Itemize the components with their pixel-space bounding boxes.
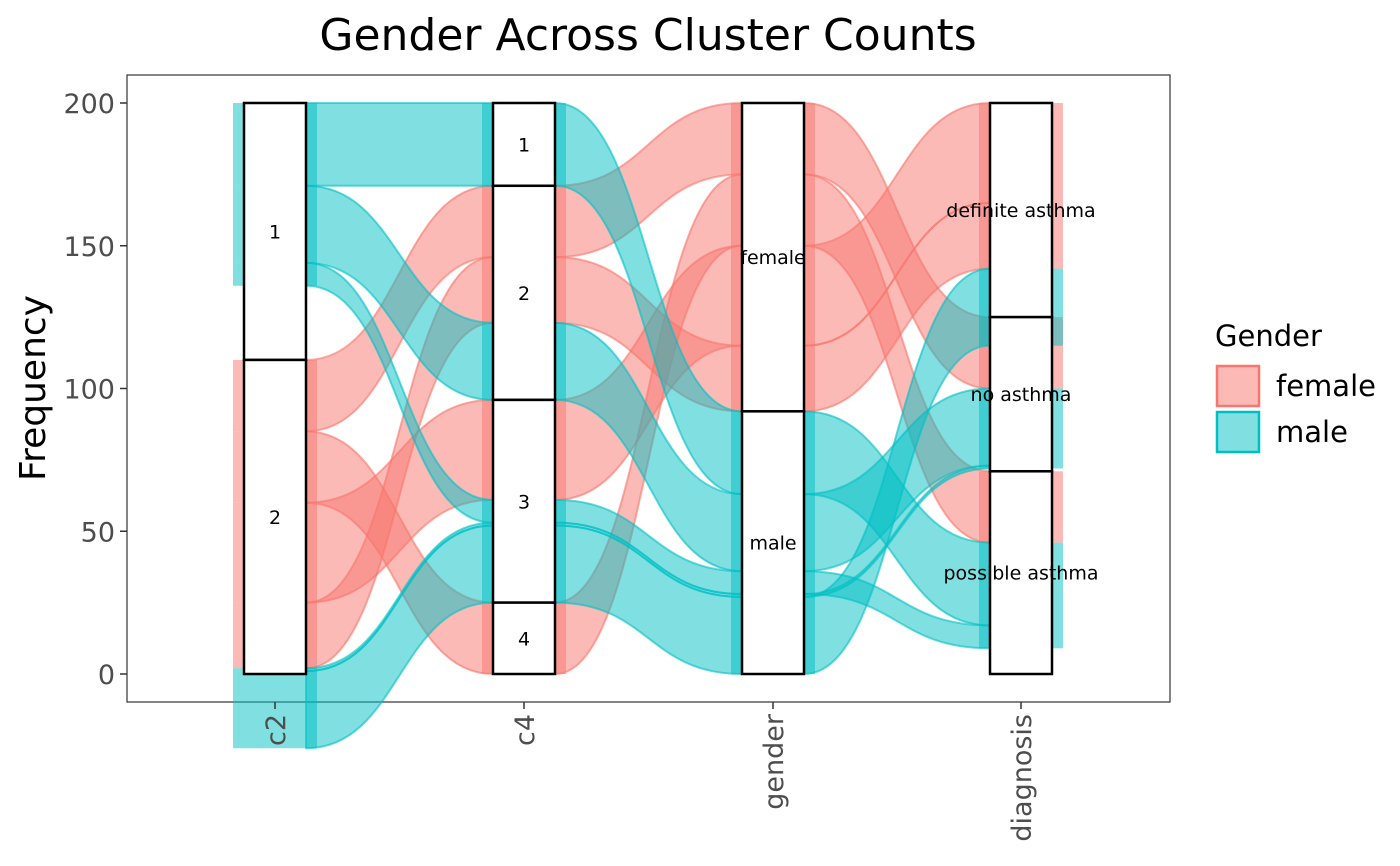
legend-swatch-male [1215, 410, 1261, 454]
x-tick-label: gender [759, 713, 790, 810]
stratum-label: female [740, 247, 806, 269]
stratum-box [988, 470, 1054, 676]
x-tick-label: c2 [261, 714, 292, 746]
lode-male [233, 671, 317, 749]
legend-title: Gender [1215, 319, 1322, 353]
legend-label-male: male [1276, 415, 1348, 449]
stratum-label: 1 [518, 134, 530, 156]
y-axis: 0 50 100 150 200 [63, 89, 127, 691]
y-tick-label: 150 [63, 232, 115, 263]
stratum-label: 1 [269, 221, 281, 243]
legend: Gender female male [1215, 319, 1376, 454]
x-axis: c2 c4 gender diagnosis [261, 702, 1038, 842]
stratum-box [740, 101, 806, 413]
stratum-box [242, 358, 308, 676]
stratum-box [491, 601, 557, 676]
stratum-label: no asthma [971, 384, 1072, 406]
y-tick-label: 50 [81, 517, 115, 548]
strata-layer: 1 2 1 2 3 4 female male definite asthma no asthma… [242, 101, 1099, 676]
y-tick-label: 0 [98, 660, 115, 691]
stratum-label: male [749, 533, 796, 555]
legend-label-female: female [1276, 369, 1376, 403]
stratum-box [988, 101, 1054, 319]
stratum-label: 2 [518, 283, 530, 305]
y-axis-title: Frequency [13, 295, 54, 481]
stratum-box [491, 398, 557, 604]
x-tick-label: c4 [510, 714, 541, 746]
flow-ribbon-male [305, 101, 494, 187]
stratum-label: 4 [518, 628, 530, 650]
legend-swatch-female [1215, 364, 1261, 408]
stratum-box [242, 101, 308, 362]
y-tick-label: 100 [63, 375, 115, 406]
x-tick-label: diagnosis [1007, 714, 1038, 842]
stratum-label: definite asthma [946, 200, 1095, 222]
stratum-box [740, 410, 806, 676]
chart-title: Gender Across Cluster Counts [319, 10, 976, 61]
stratum-label: 2 [269, 507, 281, 529]
stratum-label: possible asthma [943, 563, 1098, 585]
stratum-label: 3 [518, 491, 530, 513]
y-tick-label: 200 [63, 89, 115, 120]
